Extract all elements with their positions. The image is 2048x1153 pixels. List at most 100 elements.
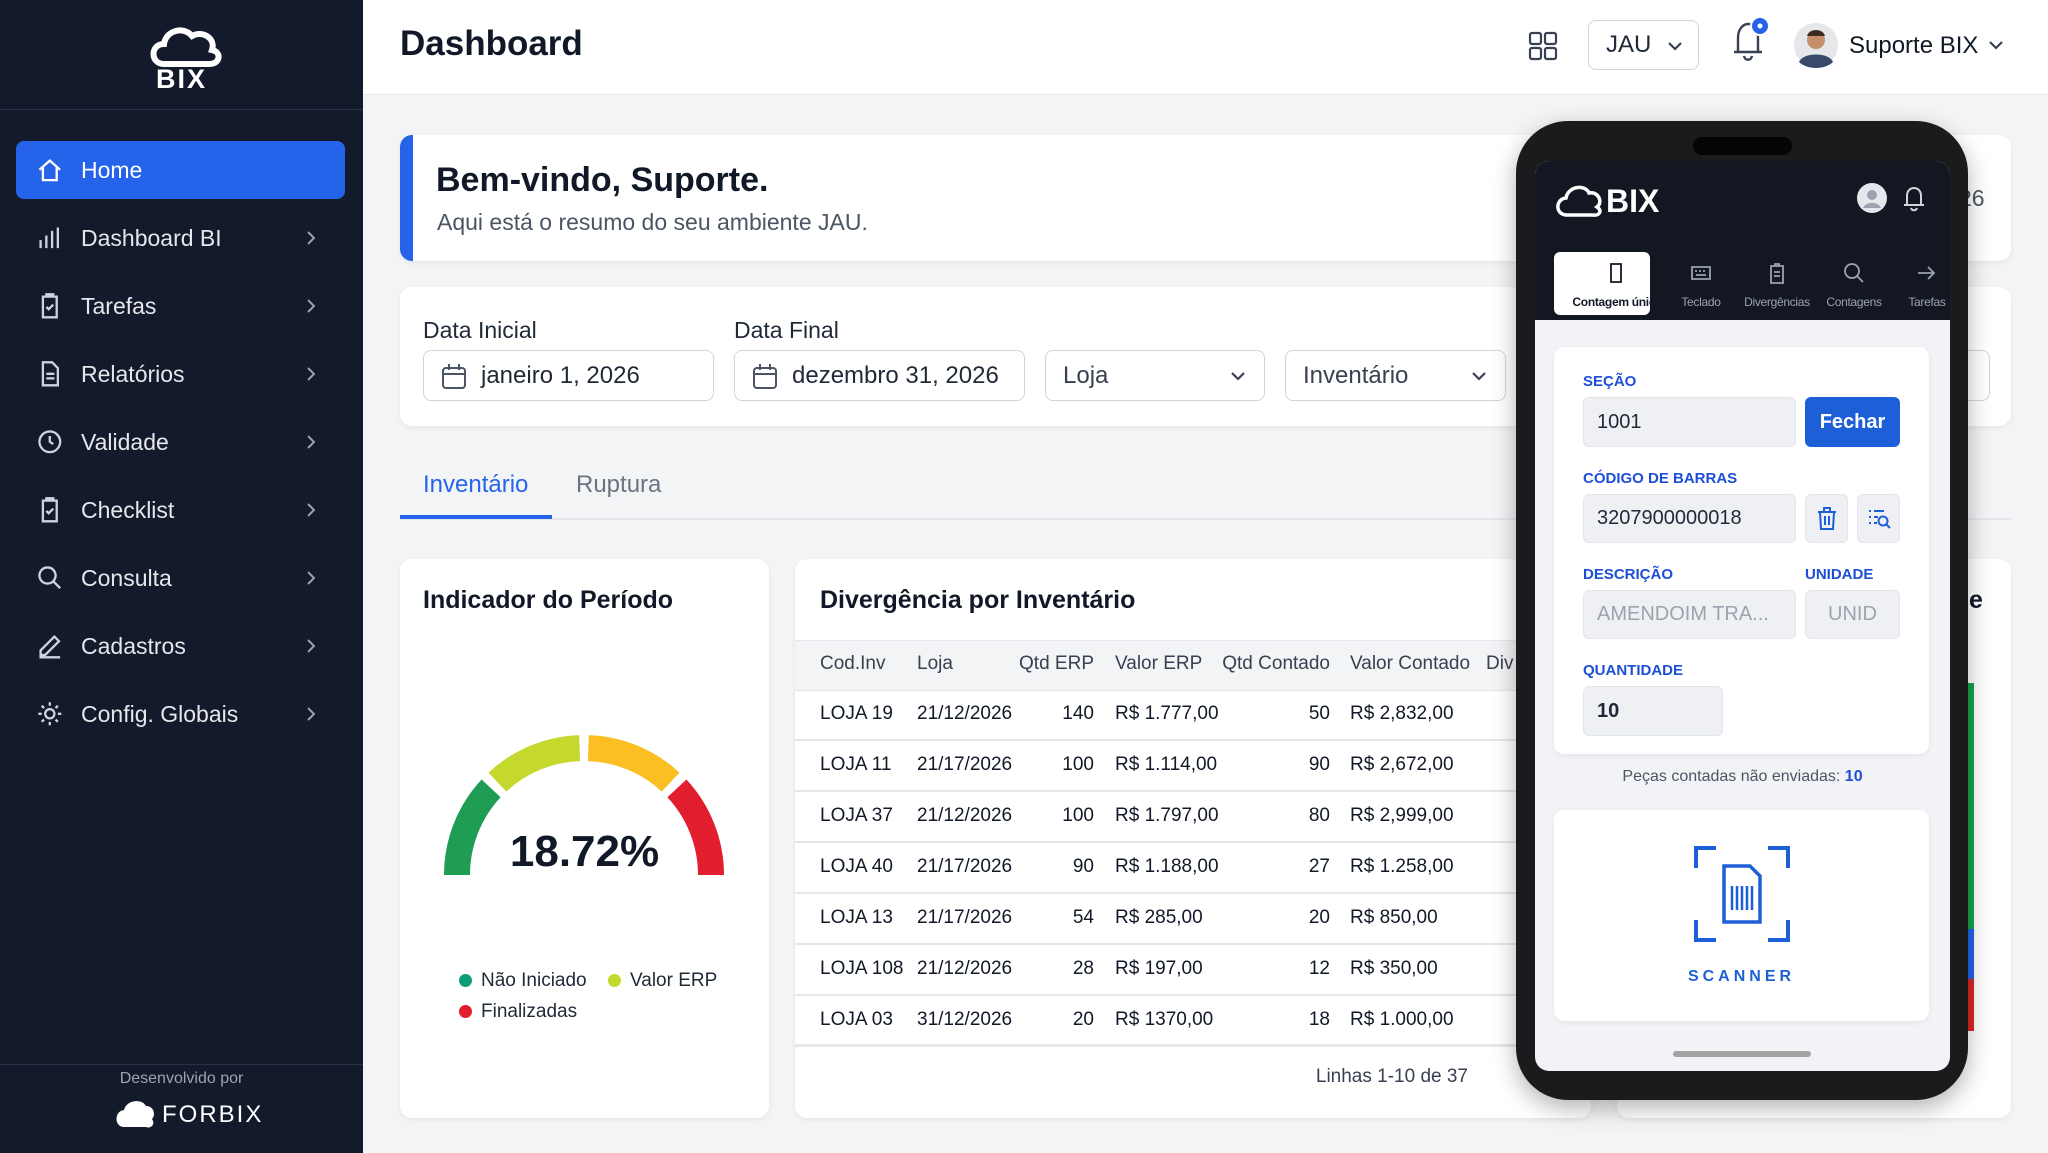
- row-divider: [795, 1045, 1591, 1047]
- icon-path: [38, 566, 61, 589]
- footer-brand: FORBIX: [162, 1101, 264, 1128]
- user-name[interactable]: Suporte BIX: [1849, 32, 1979, 59]
- field-label: SEÇÃO: [1583, 373, 1637, 390]
- table-cell: 20: [1308, 907, 1330, 928]
- menu-item[interactable]: Checklist: [16, 481, 345, 539]
- card-title: e: [1969, 586, 1983, 614]
- chart-bar: [1966, 683, 1974, 1013]
- chevron-down: [1668, 42, 1682, 51]
- table-cell: 28: [1072, 958, 1094, 979]
- menu: Home Dashboard BI Tarefas Relatórios Validad…: [0, 0, 363, 800]
- menu-icon: [38, 159, 61, 182]
- quantity-input[interactable]: 10: [1583, 686, 1723, 736]
- kind-select[interactable]: Inventário: [1285, 350, 1506, 401]
- menu-item[interactable]: Validade: [16, 413, 345, 471]
- field-label: QUANTIDADE: [1583, 662, 1683, 679]
- phone-tab-icon[interactable]: [1917, 263, 1937, 285]
- start-date-value: janeiro 1, 2026: [481, 361, 640, 389]
- notifications-icon[interactable]: [1730, 16, 1770, 64]
- filter-label: Data Final: [734, 317, 839, 343]
- icon-path: [1691, 266, 1711, 280]
- phone-tab-icon[interactable]: [1844, 263, 1864, 285]
- pending-info: Peças contadas não enviadas: 10: [1535, 768, 1950, 786]
- row-divider: [795, 943, 1591, 945]
- calendar-icon: [442, 364, 466, 389]
- tabs-divider: [400, 518, 2011, 520]
- menu-item[interactable]: Home: [16, 141, 345, 199]
- tab[interactable]: Inventário: [423, 471, 529, 498]
- table-cell: 100: [1062, 754, 1094, 775]
- phone-tabs: Contagem única Teclado Divergências Contage…: [1535, 161, 1950, 321]
- phone-bell[interactable]: [1903, 185, 1925, 213]
- barcode-value: 3207900000018: [1597, 507, 1742, 529]
- table-cell: R$ 2,832,00: [1350, 703, 1454, 724]
- delete-button[interactable]: [1805, 494, 1848, 543]
- phone-notch: [1693, 137, 1792, 155]
- phone-tab-label[interactable]: Teclado: [1681, 295, 1721, 309]
- store-select[interactable]: Loja: [1045, 350, 1265, 401]
- unit-value: UNID: [1828, 603, 1877, 625]
- chart-bar: [1966, 979, 1974, 1031]
- menu-item[interactable]: Cadastros: [16, 617, 345, 675]
- chart-bar: [1966, 929, 1974, 1013]
- row-divider: [795, 892, 1591, 894]
- home-indicator: [1673, 1051, 1811, 1057]
- icon-path: [307, 571, 316, 585]
- column-header: Valor ERP: [1115, 653, 1203, 674]
- section-input[interactable]: 1001: [1583, 397, 1796, 447]
- scanner-card[interactable]: SCANNER: [1554, 810, 1929, 1021]
- row-divider: [795, 739, 1591, 741]
- phone-tab-label[interactable]: Contagens: [1826, 295, 1882, 309]
- column-header: Qtd ERP: [1019, 653, 1094, 674]
- icon-path: [38, 159, 61, 182]
- phone-tab-icon[interactable]: [1691, 263, 1711, 285]
- table-cell: R$ 285,00: [1115, 907, 1203, 928]
- icon-path: [1844, 263, 1864, 283]
- user-avatar[interactable]: [1793, 22, 1839, 68]
- column-header: Valor Contado: [1350, 653, 1471, 674]
- phone-tab-label[interactable]: Divergências: [1744, 295, 1810, 309]
- phone-brand: BIX: [1606, 183, 1660, 219]
- search-button[interactable]: [1857, 494, 1900, 543]
- phone-tab-label[interactable]: Tarefas: [1908, 295, 1946, 309]
- barcode-input[interactable]: 3207900000018: [1583, 494, 1796, 543]
- table-cell: R$ 2,999,00: [1350, 805, 1454, 826]
- menu-item[interactable]: Relatórios: [16, 345, 345, 403]
- close-button[interactable]: Fechar: [1805, 397, 1900, 447]
- table-cell: 50: [1308, 703, 1330, 724]
- start-date-input[interactable]: janeiro 1, 2026: [423, 350, 714, 401]
- legend-label: Não Iniciado: [481, 970, 587, 991]
- table-card: Divergência por Inventário Linhas 1-10 d…: [795, 559, 1591, 1118]
- table-cell: 20: [1072, 1009, 1094, 1030]
- table-cell: R$ 1.258,00: [1350, 856, 1454, 877]
- end-date-input[interactable]: dezembro 31, 2026: [734, 350, 1025, 401]
- phone-tab-icon[interactable]: [1767, 263, 1787, 285]
- gauge-value: 18.72%: [509, 827, 660, 876]
- kind-value: Inventário: [1303, 361, 1409, 389]
- pending-value: 10: [1844, 768, 1863, 785]
- column-header: Cod.Inv: [820, 653, 886, 674]
- table-cell: 21/12/2026: [917, 958, 1013, 979]
- table-cell: R$ 1.777,00: [1115, 703, 1219, 724]
- menu-item[interactable]: Dashboard BI: [16, 209, 345, 267]
- phone-avatar[interactable]: [1857, 183, 1887, 213]
- table-cell: 21/12/2026: [917, 703, 1013, 724]
- divider: [0, 1064, 363, 1065]
- table-cell: 100: [1062, 805, 1094, 826]
- row-divider: [795, 790, 1591, 792]
- environment-select[interactable]: JAU: [1588, 20, 1699, 70]
- apps-icon[interactable]: [1528, 31, 1558, 61]
- menu-item[interactable]: Consulta: [16, 549, 345, 607]
- tab[interactable]: Ruptura: [576, 471, 662, 498]
- icon-path: [38, 430, 62, 454]
- phone-tab-icon[interactable]: [1607, 263, 1627, 285]
- icon-path: [41, 361, 59, 387]
- chevron-right: [307, 231, 316, 245]
- table-cell: 90: [1308, 754, 1330, 775]
- icon-path: [307, 639, 316, 653]
- phone-tab-label[interactable]: Contagem única: [1572, 295, 1662, 309]
- menu-item[interactable]: Tarefas: [16, 277, 345, 335]
- icon-path: [307, 231, 316, 245]
- unit-input: UNID: [1805, 590, 1900, 639]
- menu-item[interactable]: Config. Globais: [16, 685, 345, 743]
